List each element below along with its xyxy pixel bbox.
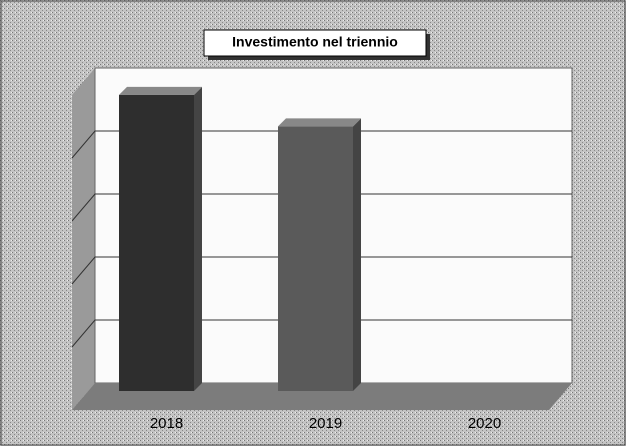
chart-title: Investimento nel triennio (232, 34, 398, 50)
bar-side (353, 118, 361, 392)
bar-top (278, 118, 361, 127)
x-tick-label: 2020 (468, 415, 501, 432)
bar (278, 126, 353, 392)
grid-line (71, 319, 572, 348)
bar-side (194, 86, 202, 392)
bar (119, 94, 194, 392)
grid-line (71, 130, 572, 159)
x-tick-label: 2018 (150, 415, 183, 432)
grid-line (71, 256, 572, 285)
title-box (203, 29, 427, 57)
side-wall (72, 68, 95, 410)
grid-line (71, 193, 572, 222)
bar-top (119, 86, 202, 95)
floor (72, 383, 572, 410)
x-tick-label: 2019 (309, 415, 342, 432)
